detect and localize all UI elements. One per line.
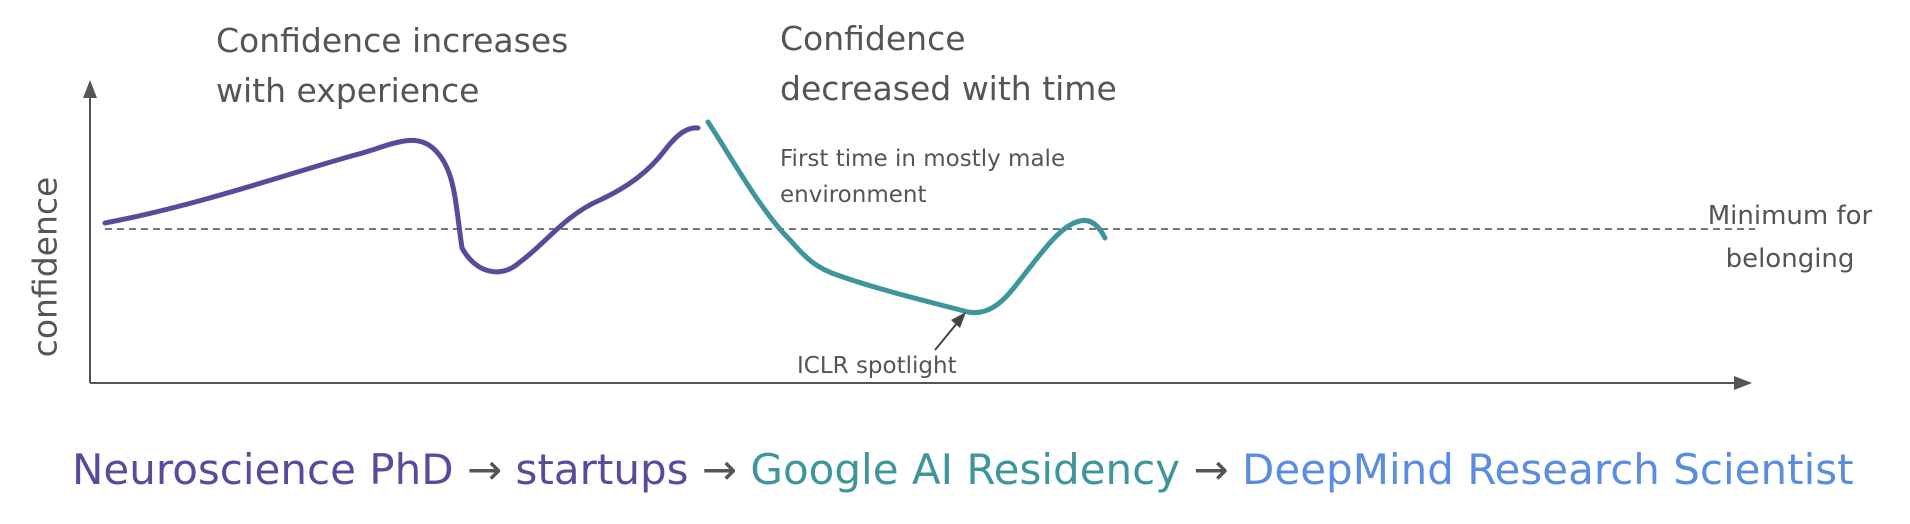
x-axis-arrowhead xyxy=(1734,376,1752,390)
iclr-pointer-arrowhead xyxy=(951,312,966,328)
annotation-male-env-line1: First time in mostly male xyxy=(780,146,1066,172)
annotation-threshold-line1: Minimum for xyxy=(1707,201,1873,231)
annotation-confidence-decreased: Confidence decreased with time xyxy=(780,14,1117,114)
career-path: Neuroscience PhD → startups → Google AI … xyxy=(72,445,1854,494)
annotation-confidence-increases: Confidence increases with experience xyxy=(216,16,568,116)
annotation-male-env-line2: environment xyxy=(780,182,927,208)
career-arrow-1: → xyxy=(466,445,503,494)
y-axis-arrowhead xyxy=(83,80,97,98)
y-axis-label: confidence xyxy=(25,176,65,358)
annotation-male-environment: First time in mostly male environment xyxy=(780,141,1065,213)
career-stage-startups: startups xyxy=(515,445,689,494)
career-stage-deepmind: DeepMind Research Scientist xyxy=(1242,445,1854,494)
career-arrow-3: → xyxy=(1193,445,1229,494)
career-stage-neuroscience-phd: Neuroscience PhD xyxy=(72,445,454,494)
iclr-pointer-line xyxy=(934,321,959,351)
annotation-threshold-line2: belonging xyxy=(1725,244,1855,274)
confidence-curve-later xyxy=(705,119,1108,316)
career-arrow-2: → xyxy=(701,445,738,494)
career-stage-google-ai-residency: Google AI Residency xyxy=(750,445,1181,494)
annotation-iclr-spotlight: ICLR spotlight xyxy=(797,353,957,379)
confidence-curve-early xyxy=(102,125,701,275)
annotation-decrease-line1: Confidence xyxy=(780,19,966,58)
annotation-increase-line1: Confidence increases xyxy=(216,21,569,60)
annotation-decrease-line2: decreased with time xyxy=(780,69,1117,108)
annotation-belonging-threshold: Minimum for belonging xyxy=(1690,195,1890,281)
annotation-increase-line2: with experience xyxy=(216,71,480,110)
